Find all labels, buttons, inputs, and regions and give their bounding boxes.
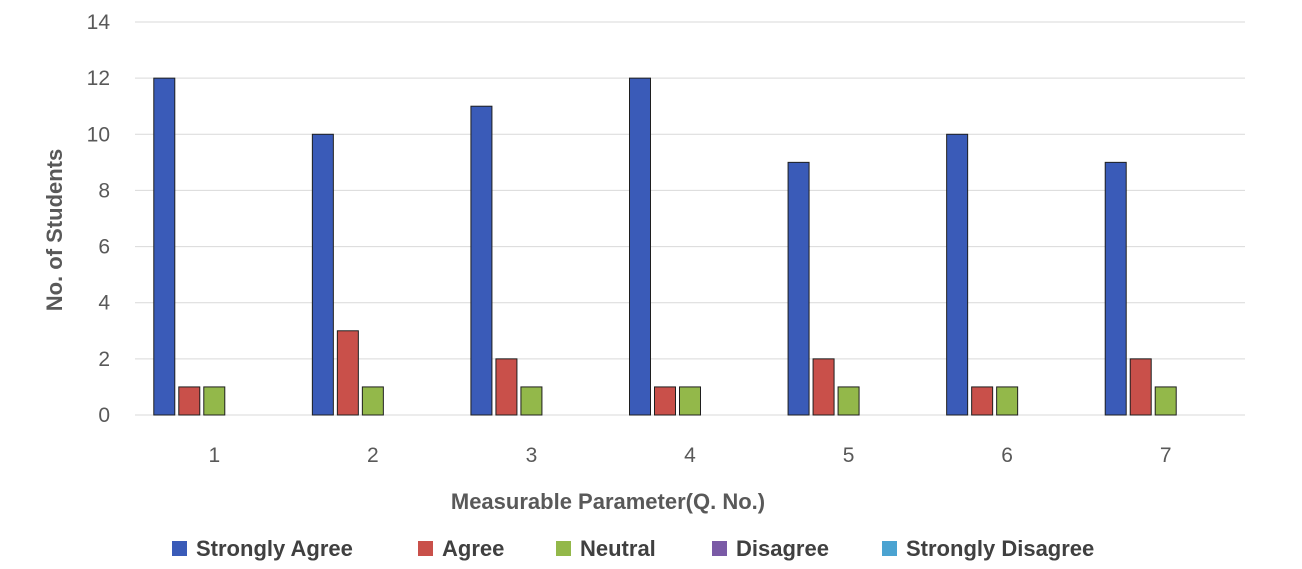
bar-strongly-agree-q4 — [630, 78, 651, 415]
y-axis-ticks: 0 2 4 6 8 10 12 14 — [87, 11, 111, 427]
bar-strongly-agree-q7 — [1105, 162, 1126, 415]
bar-agree-q5 — [813, 359, 834, 415]
x-tick-label: 5 — [843, 444, 855, 467]
legend-label: Agree — [442, 536, 504, 561]
y-tick-label: 8 — [98, 179, 110, 202]
bar-strongly-agree-q5 — [788, 162, 809, 415]
y-tick-label: 14 — [87, 11, 111, 34]
y-tick-label: 4 — [98, 292, 110, 315]
legend-swatch — [712, 541, 727, 556]
x-tick-label: 3 — [526, 444, 538, 467]
legend-label: Disagree — [736, 536, 829, 561]
x-axis-title: Measurable Parameter(Q. No.) — [451, 489, 765, 514]
gridlines — [135, 22, 1245, 415]
bar-agree-q1 — [179, 387, 200, 415]
x-tick-label: 1 — [208, 444, 220, 467]
legend-swatch — [172, 541, 187, 556]
bar-agree-q3 — [496, 359, 517, 415]
y-tick-label: 10 — [87, 123, 110, 146]
legend-swatch — [418, 541, 433, 556]
bar-agree-q4 — [655, 387, 676, 415]
bar-neutral-q2 — [362, 387, 383, 415]
x-tick-label: 4 — [684, 444, 696, 467]
legend-label: Strongly Disagree — [906, 536, 1094, 561]
bar-strongly-agree-q6 — [947, 134, 968, 415]
legend-swatch — [556, 541, 571, 556]
bar-agree-q2 — [337, 331, 358, 415]
y-tick-label: 12 — [87, 67, 110, 90]
bar-agree-q6 — [972, 387, 993, 415]
legend-label: Neutral — [580, 536, 656, 561]
x-tick-label: 6 — [1001, 444, 1013, 467]
bar-neutral-q6 — [997, 387, 1018, 415]
bar-neutral-q5 — [838, 387, 859, 415]
bar-strongly-agree-q3 — [471, 106, 492, 415]
x-tick-label: 7 — [1160, 444, 1172, 467]
x-tick-label: 2 — [367, 444, 379, 467]
bar-neutral-q3 — [521, 387, 542, 415]
legend: Strongly Agree Agree Neutral Disagree Strong… — [172, 536, 1094, 561]
y-axis-title: No. of Students — [42, 149, 67, 312]
bar-neutral-q4 — [680, 387, 701, 415]
bar-strongly-agree-q1 — [154, 78, 175, 415]
y-tick-label: 6 — [98, 236, 110, 259]
y-tick-label: 0 — [98, 404, 110, 427]
bar-agree-q7 — [1130, 359, 1151, 415]
y-tick-label: 2 — [98, 348, 110, 371]
legend-swatch — [882, 541, 897, 556]
bar-neutral-q7 — [1155, 387, 1176, 415]
legend-label: Strongly Agree — [196, 536, 353, 561]
bar-neutral-q1 — [204, 387, 225, 415]
x-axis-ticks: 1 2 3 4 5 6 7 — [208, 444, 1171, 467]
bar-strongly-agree-q2 — [312, 134, 333, 415]
